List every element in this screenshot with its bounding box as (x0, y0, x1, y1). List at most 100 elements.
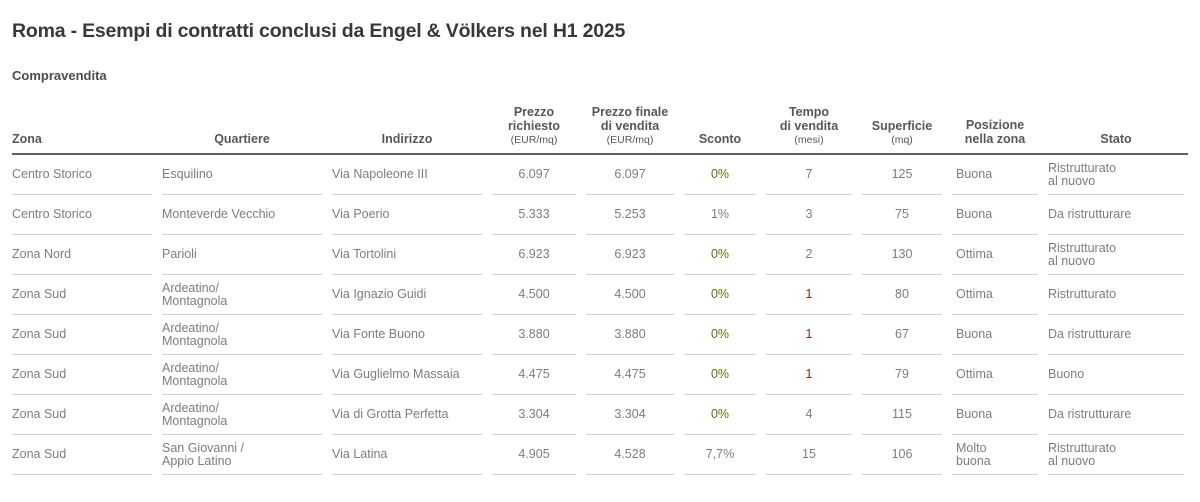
cell-quartiere: Monteverde Vecchio (162, 195, 322, 235)
table-row: Zona Sud San Giovanni / Appio Latino Via… (12, 435, 1188, 475)
cell-sconto: 0% (684, 275, 756, 315)
cell-superficie: 80 (862, 275, 942, 315)
cell-zona: Zona Sud (12, 435, 152, 475)
col-header-label: Stato (1100, 131, 1132, 146)
cell-prezzo-richiesto: 3.880 (492, 315, 576, 355)
cell-tempo: 1 (766, 355, 852, 395)
cell-indirizzo: Via Latina (332, 435, 482, 475)
cell-prezzo-richiesto: 4.475 (492, 355, 576, 395)
cell-posizione: Buona (952, 395, 1038, 435)
col-header-unit: (EUR/mq) (606, 134, 654, 146)
col-header-sconto: Sconto (684, 88, 756, 153)
cell-sconto: 0% (684, 315, 756, 355)
col-header-quartiere: Quartiere (162, 88, 322, 153)
cell-stato: Buono (1048, 355, 1184, 395)
cell-posizione: Ottima (952, 235, 1038, 275)
cell-indirizzo: Via Tortolini (332, 235, 482, 275)
cell-superficie: 106 (862, 435, 942, 475)
cell-superficie: 130 (862, 235, 942, 275)
cell-quartiere: Ardeatino/ Montagnola (162, 395, 322, 435)
cell-prezzo-richiesto: 6.097 (492, 155, 576, 195)
cell-stato: Ristrutturato al nuovo (1048, 155, 1184, 195)
cell-indirizzo: Via Ignazio Guidi (332, 275, 482, 315)
cell-superficie: 67 (862, 315, 942, 355)
tempo-highlight: 1 (803, 368, 816, 381)
col-header-label: Indirizzo (381, 131, 433, 146)
cell-tempo: 7 (766, 155, 852, 195)
col-header-prezzo-finale: Prezzo finale di vendita (EUR/mq) (586, 88, 674, 153)
cell-stato: Da ristrutturare (1048, 315, 1184, 355)
cell-zona: Centro Storico (12, 195, 152, 235)
cell-sconto: 0% (684, 155, 756, 195)
cell-zona: Zona Nord (12, 235, 152, 275)
cell-sconto: 0% (684, 395, 756, 435)
cell-tempo: 4 (766, 395, 852, 435)
table-row: Zona Sud Ardeatino/ Montagnola Via Gugli… (12, 355, 1188, 395)
cell-quartiere: Parioli (162, 235, 322, 275)
cell-tempo: 2 (766, 235, 852, 275)
cell-prezzo-richiesto: 4.905 (492, 435, 576, 475)
cell-prezzo-richiesto: 4.500 (492, 275, 576, 315)
cell-prezzo-finale: 4.475 (586, 355, 674, 395)
cell-prezzo-finale: 6.923 (586, 235, 674, 275)
cell-zona: Zona Sud (12, 395, 152, 435)
col-header-unit: (mesi) (794, 134, 824, 146)
cell-stato: Ristrutturato al nuovo (1048, 235, 1184, 275)
tempo-highlight: 1 (803, 288, 816, 301)
table-row: Zona Sud Ardeatino/ Montagnola Via Ignaz… (12, 275, 1188, 315)
cell-sconto: 7,7% (684, 435, 756, 475)
cell-posizione: Buona (952, 315, 1038, 355)
col-header-label: Superficie (871, 118, 933, 133)
cell-prezzo-finale: 6.097 (586, 155, 674, 195)
table-row: Zona Sud Ardeatino/ Montagnola Via Fonte… (12, 315, 1188, 355)
col-header-unit: (mq) (891, 134, 913, 146)
cell-indirizzo: Via Poerio (332, 195, 482, 235)
cell-prezzo-richiesto: 3.304 (492, 395, 576, 435)
cell-prezzo-finale: 4.500 (586, 275, 674, 315)
col-header-label: Prezzo richiesto (507, 105, 561, 133)
cell-quartiere: Ardeatino/ Montagnola (162, 275, 322, 315)
cell-quartiere: Ardeatino/ Montagnola (162, 355, 322, 395)
cell-indirizzo: Via Fonte Buono (332, 315, 482, 355)
col-header-label: Sconto (698, 131, 742, 146)
cell-superficie: 79 (862, 355, 942, 395)
cell-stato: Ristrutturato al nuovo (1048, 435, 1184, 475)
cell-quartiere: Ardeatino/ Montagnola (162, 315, 322, 355)
table-row: Zona Nord Parioli Via Tortolini 6.923 6.… (12, 235, 1188, 275)
cell-posizione: Molto buona (952, 435, 1038, 475)
cell-indirizzo: Via di Grotta Perfetta (332, 395, 482, 435)
cell-indirizzo: Via Guglielmo Massaia (332, 355, 482, 395)
sconto-highlight: 0% (708, 288, 732, 301)
cell-sconto: 0% (684, 235, 756, 275)
cell-quartiere: San Giovanni / Appio Latino (162, 435, 322, 475)
sconto-highlight: 0% (708, 408, 732, 421)
col-header-label: Posizione nella zona (964, 118, 1026, 146)
cell-prezzo-finale: 4.528 (586, 435, 674, 475)
col-header-tempo: Tempo di vendita (mesi) (766, 88, 852, 153)
cell-indirizzo: Via Napoleone III (332, 155, 482, 195)
cell-sconto: 1% (684, 195, 756, 235)
col-header-posizione: Posizione nella zona (952, 88, 1038, 153)
cell-posizione: Buona (952, 195, 1038, 235)
table-row: Centro Storico Monteverde Vecchio Via Po… (12, 195, 1188, 235)
cell-prezzo-richiesto: 6.923 (492, 235, 576, 275)
cell-prezzo-finale: 3.304 (586, 395, 674, 435)
cell-stato: Da ristrutturare (1048, 195, 1184, 235)
tempo-highlight: 1 (803, 328, 816, 341)
cell-tempo: 3 (766, 195, 852, 235)
table-header-row: Zona Quartiere Indirizzo Prezzo richiest… (12, 88, 1188, 155)
cell-zona: Zona Sud (12, 275, 152, 315)
cell-sconto: 0% (684, 355, 756, 395)
cell-prezzo-finale: 3.880 (586, 315, 674, 355)
cell-superficie: 125 (862, 155, 942, 195)
cell-superficie: 115 (862, 395, 942, 435)
col-header-stato: Stato (1048, 88, 1184, 153)
sconto-highlight: 0% (708, 328, 732, 341)
cell-zona: Centro Storico (12, 155, 152, 195)
col-header-label: Tempo di vendita (779, 105, 839, 133)
sconto-highlight: 0% (708, 368, 732, 381)
sconto-highlight: 0% (708, 168, 732, 181)
cell-posizione: Ottima (952, 275, 1038, 315)
table-row: Centro Storico Esquilino Via Napoleone I… (12, 155, 1188, 195)
